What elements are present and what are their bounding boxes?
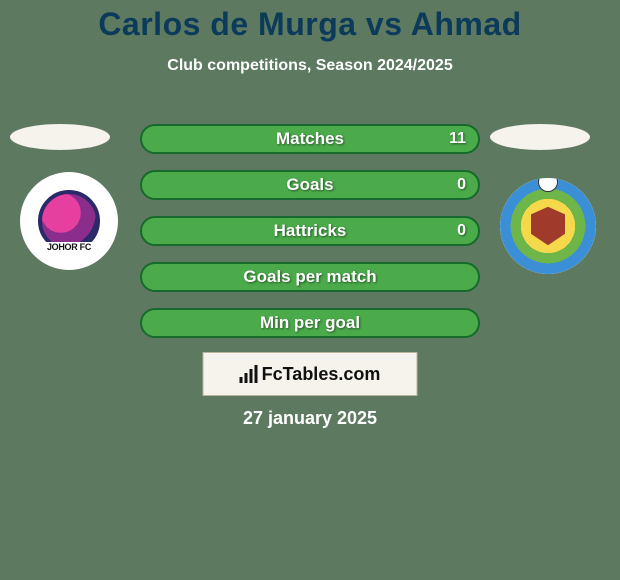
brand-box: FcTables.com [203,352,418,396]
stat-row-hattricks: Hattricks 0 [140,216,480,246]
subtitle: Club competitions, Season 2024/2025 [0,57,620,75]
stat-label: Min per goal [260,313,360,333]
bar-chart-icon [240,365,258,383]
player-right-oval [490,124,590,150]
stat-label: Goals per match [243,267,376,287]
stat-row-min-per-goal: Min per goal [140,308,480,338]
stat-row-goals-per-match: Goals per match [140,262,480,292]
brand-text: FcTables.com [262,364,381,385]
stat-value: 0 [457,176,466,194]
stat-value: 0 [457,222,466,240]
stat-label: Goals [286,175,333,195]
club-left-label: JOHOR FC [45,242,93,252]
club-right-shield-icon [531,207,566,245]
club-right-crest [500,178,596,274]
club-left-crest: JOHOR FC [38,190,101,253]
club-right-logo [500,178,596,274]
stat-row-matches: Matches 11 [140,124,480,154]
club-left-logo: JOHOR FC [20,172,118,270]
page-title: Carlos de Murga vs Ahmad [0,0,620,43]
player-left-oval [10,124,110,150]
stat-row-goals: Goals 0 [140,170,480,200]
stat-label: Matches [276,129,344,149]
date-text: 27 january 2025 [0,408,620,429]
stat-value: 11 [449,130,466,148]
soccer-ball-icon [538,178,558,192]
stat-rows: Matches 11 Goals 0 Hattricks 0 Goals per… [140,124,480,354]
stat-label: Hattricks [274,221,347,241]
